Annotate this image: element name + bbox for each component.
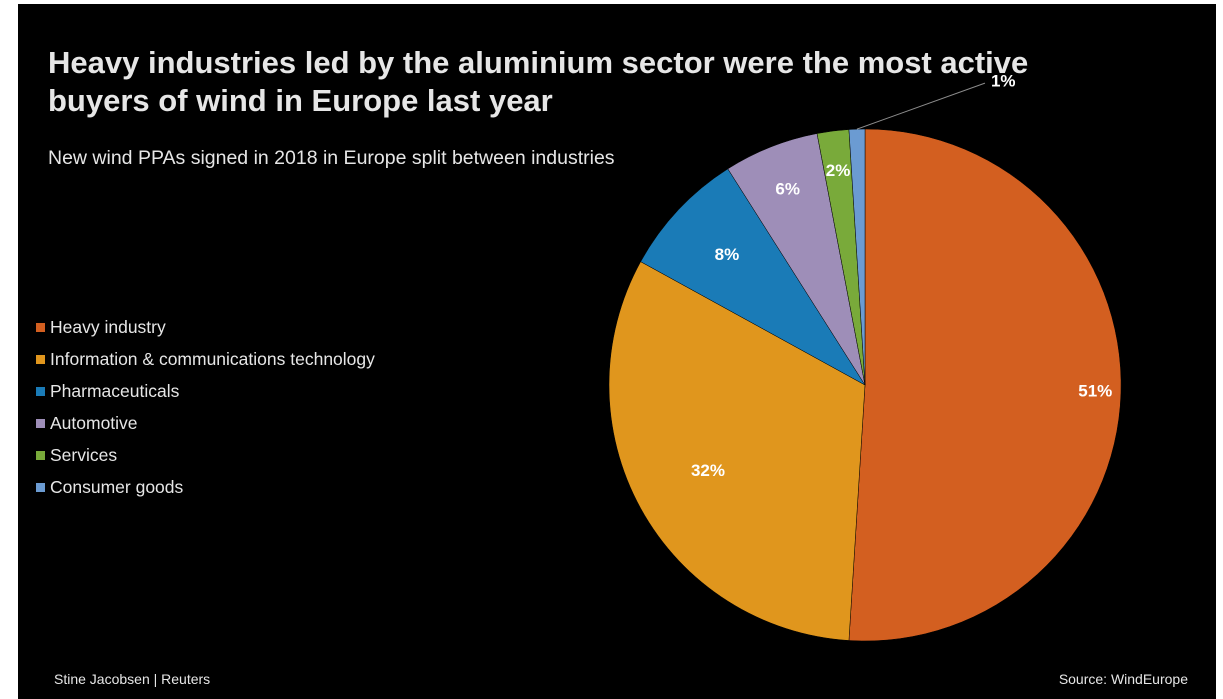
- legend-swatch: [36, 418, 45, 428]
- legend-item-services: Services: [36, 439, 375, 471]
- legend-swatch: [36, 450, 45, 460]
- legend-item-automotive: Automotive: [36, 407, 375, 439]
- legend-label: Automotive: [50, 412, 138, 433]
- data-label-consumer-goods: 1%: [991, 72, 1016, 91]
- legend-label: Consumer goods: [50, 476, 184, 497]
- chart-panel: Heavy industries led by the aluminium se…: [18, 4, 1216, 699]
- data-label-heavy-industry: 51%: [1078, 382, 1112, 401]
- chart-legend: Heavy industry Information & communicatio…: [36, 311, 375, 503]
- data-label-automotive: 6%: [775, 179, 800, 198]
- legend-label: Services: [50, 444, 118, 465]
- data-label-pharmaceuticals: 8%: [715, 245, 740, 264]
- legend-item-heavy-industry: Heavy industry: [36, 311, 375, 343]
- legend-swatch: [36, 322, 45, 332]
- legend-swatch: [36, 482, 45, 492]
- legend-swatch: [36, 386, 45, 396]
- byline: Stine Jacobsen | Reuters: [54, 671, 211, 687]
- chart-title: Heavy industries led by the aluminium se…: [48, 45, 1029, 118]
- legend-label: Heavy industry: [50, 316, 166, 337]
- pie-slice-pharmaceuticals: [640, 168, 866, 386]
- pie-slice-information-and-communications-technology: [608, 261, 866, 641]
- legend-item-information-and-communications-technology: Information & communications technology: [36, 343, 375, 375]
- data-label-information-and-communications-technology: 32%: [691, 461, 725, 480]
- data-label-services: 2%: [826, 161, 851, 180]
- source-note: Source: WindEurope: [1058, 671, 1188, 687]
- leader-line-consumer-goods: [856, 82, 986, 130]
- legend-item-pharmaceuticals: Pharmaceuticals: [36, 375, 375, 407]
- legend-label: Pharmaceuticals: [50, 380, 180, 401]
- legend-label: Information & communications technology: [50, 348, 375, 369]
- chart-subtitle: New wind PPAs signed in 2018 in Europe s…: [48, 147, 615, 169]
- pie-slice-heavy-industry: [848, 128, 1122, 642]
- pie-chart: 51% 32% 8% 6% 2% 1%: [608, 72, 1122, 642]
- legend-swatch: [36, 354, 45, 364]
- legend-item-consumer-goods: Consumer goods: [36, 471, 375, 503]
